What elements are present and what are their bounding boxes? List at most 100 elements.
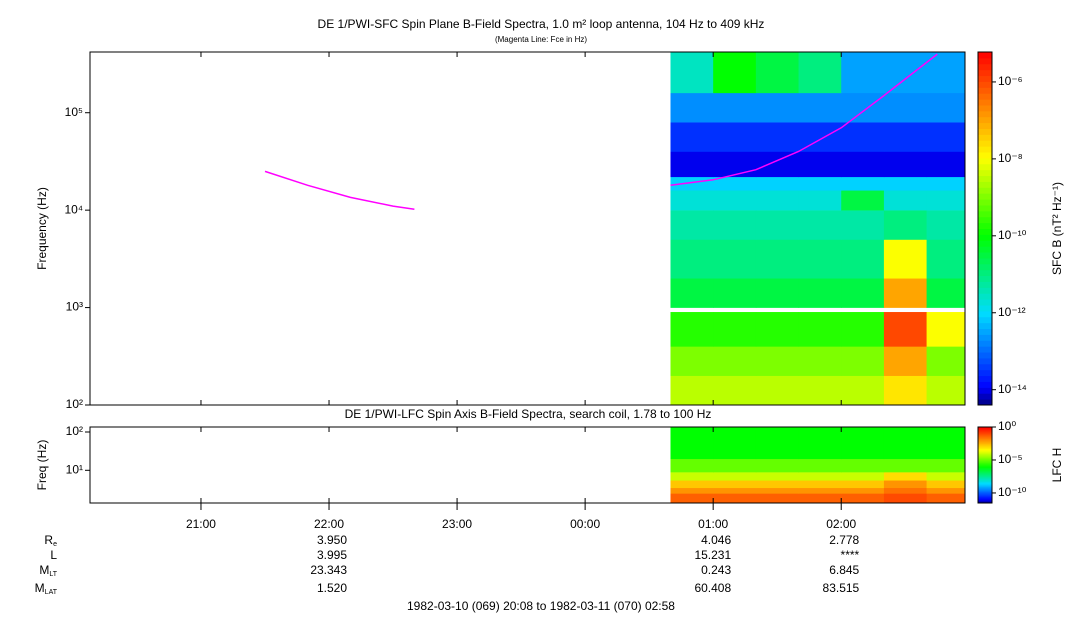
spectrogram-cell xyxy=(841,278,885,308)
colorbar-step xyxy=(978,334,992,341)
spectrogram-cell xyxy=(713,239,757,279)
x-tick-label: 22:00 xyxy=(314,517,344,531)
colorbar-step xyxy=(978,473,992,476)
colorbar-tick-label: 10⁻¹⁰ xyxy=(998,485,1027,499)
spectrogram-cell xyxy=(798,52,842,94)
x-tick-label: 23:00 xyxy=(442,517,472,531)
colorbar-tick-label: 10⁻¹² xyxy=(998,305,1026,319)
spectrogram-cell xyxy=(713,458,757,473)
colorbar-step xyxy=(978,52,992,59)
chart-title: DE 1/PWI-LFC Spin Axis B-Field Spectra, … xyxy=(345,407,712,421)
spectrogram-cell xyxy=(798,458,842,473)
colorbar-step xyxy=(978,478,992,481)
spectrogram-cell xyxy=(713,278,757,308)
spectrogram-cell xyxy=(926,210,966,240)
spectrogram-cell xyxy=(883,480,928,489)
spectrogram-cell xyxy=(883,239,928,279)
colorbar-step xyxy=(978,437,992,439)
colorbar-label: LFC H xyxy=(1050,448,1064,483)
spectrogram-cell xyxy=(926,122,966,152)
spectrogram-cell xyxy=(841,458,885,473)
colorbar-label: SFC B (nT² Hz⁻¹) xyxy=(1050,182,1064,275)
colorbar-step xyxy=(978,234,992,241)
colorbar-step xyxy=(978,210,992,218)
colorbar-step xyxy=(978,116,992,124)
colorbar-step xyxy=(978,490,992,493)
colorbar-step xyxy=(978,492,992,495)
spectrogram-cell xyxy=(841,480,885,489)
y-axis-label: Freq (Hz) xyxy=(35,440,49,491)
spectrogram-cell xyxy=(883,92,928,123)
colorbar-step xyxy=(978,447,992,450)
spectrogram-cell xyxy=(841,493,885,504)
colorbar-step xyxy=(978,99,992,106)
colorbar-step xyxy=(978,429,992,432)
colorbar-step xyxy=(978,494,992,496)
spectrogram-cell xyxy=(755,472,800,481)
spectrogram-cell xyxy=(713,122,757,152)
colorbar-step xyxy=(978,275,992,282)
colorbar-step xyxy=(978,495,992,498)
spectrogram-cell xyxy=(713,190,757,211)
spectrogram-cell xyxy=(670,487,714,494)
colorbar-tick-label: 10⁻⁵ xyxy=(998,452,1023,466)
spectrogram-cell xyxy=(670,190,714,211)
fce-line xyxy=(264,53,938,211)
spectrogram-cell xyxy=(755,190,800,211)
colorbar-step xyxy=(978,449,992,452)
colorbar-step xyxy=(978,456,992,458)
colorbar-step xyxy=(978,500,992,503)
colorbar-step xyxy=(978,157,992,165)
spectrogram-cell xyxy=(798,480,842,489)
spectrogram-cell xyxy=(926,278,966,308)
colorbar-step xyxy=(978,459,992,462)
ephemeris-label-main: L xyxy=(50,548,57,562)
spectrogram-cell xyxy=(713,151,757,178)
colorbar-step xyxy=(978,110,992,118)
spectrogram-cell xyxy=(841,190,885,211)
ephemeris-label: MLT xyxy=(39,563,57,578)
spectrogram-cell xyxy=(670,239,714,279)
spectrogram-cell xyxy=(755,92,800,123)
y-tick-label: 10³ xyxy=(66,300,83,314)
colorbar-step xyxy=(978,499,992,501)
spectrogram-cell xyxy=(798,176,842,191)
colorbar-step xyxy=(978,310,992,318)
colorbar-step xyxy=(978,481,992,484)
colorbar-step xyxy=(978,187,992,194)
spectrogram-cell xyxy=(670,312,714,347)
colorbar-step xyxy=(978,281,992,288)
colorbar-step xyxy=(978,263,992,271)
colorbar-step xyxy=(978,471,992,474)
colorbar-tick-label: 10⁻¹⁰ xyxy=(998,228,1027,242)
colorbar-step xyxy=(978,257,992,265)
colorbar-step xyxy=(978,476,992,479)
colorbar-step xyxy=(978,440,992,443)
colorbar-step xyxy=(978,435,992,438)
colorbar-tick-label: 10⁻⁸ xyxy=(998,151,1023,165)
spectrogram-cell xyxy=(670,210,714,240)
spectrogram-cell xyxy=(798,239,842,279)
colorbar-step xyxy=(978,152,992,159)
colorbar-step xyxy=(978,497,992,500)
spectrogram-cell xyxy=(883,487,928,494)
ephemeris-value: 3.950 xyxy=(317,533,347,547)
spectrogram-cell xyxy=(841,122,885,152)
spectrogram-cell xyxy=(883,346,928,376)
colorbar-step xyxy=(978,252,992,259)
colorbar-step xyxy=(978,222,992,229)
colorbar-step xyxy=(978,448,992,451)
colorbar-step xyxy=(978,193,992,200)
colorbar-step xyxy=(978,439,992,442)
colorbar-step xyxy=(978,496,992,499)
colorbar-step xyxy=(978,443,992,446)
spectrogram-cell xyxy=(755,427,800,460)
ephemeris-label-sub: LAT xyxy=(45,589,58,596)
ephemeris-label-sub: LT xyxy=(49,571,57,578)
spectrogram-cell xyxy=(713,312,757,347)
time-range: 1982-03-10 (069) 20:08 to 1982-03-11 (07… xyxy=(407,599,675,613)
spectrogram-cell xyxy=(926,312,966,347)
colorbar-step xyxy=(978,240,992,247)
spectrogram-cell xyxy=(713,176,757,191)
